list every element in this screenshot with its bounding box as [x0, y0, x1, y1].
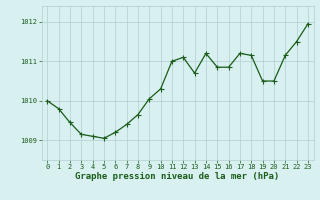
X-axis label: Graphe pression niveau de la mer (hPa): Graphe pression niveau de la mer (hPa) [76, 172, 280, 181]
